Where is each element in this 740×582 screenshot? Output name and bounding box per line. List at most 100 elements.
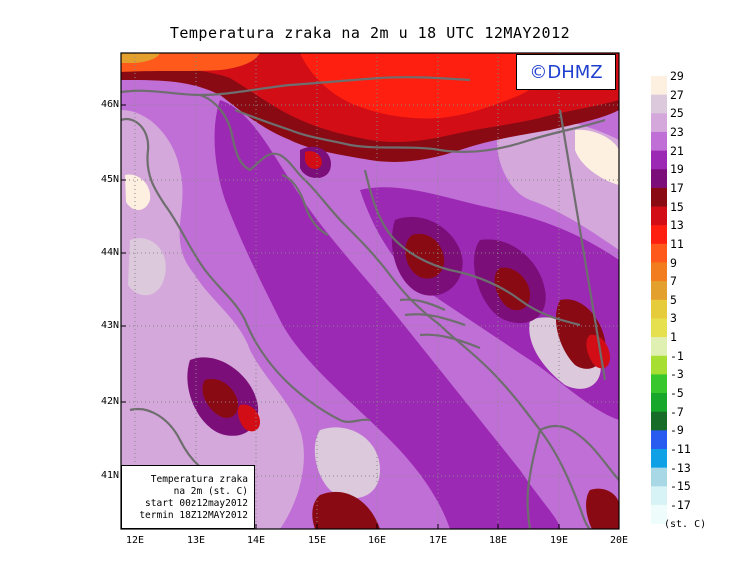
map-frame xyxy=(120,52,620,530)
lat-label-41n: 41N xyxy=(100,470,119,481)
lon-label-13e: 13E xyxy=(186,535,206,546)
legend-label: -5 xyxy=(670,386,684,400)
field-east-cream xyxy=(575,129,619,185)
legend-label: -13 xyxy=(670,460,691,475)
legend-label: 13 xyxy=(670,218,684,233)
lon-label-12e: 12E xyxy=(125,535,145,546)
legend-swatch xyxy=(651,76,667,96)
coastlines xyxy=(121,76,619,529)
legend-label: -3 xyxy=(670,367,684,382)
coast-albania xyxy=(526,429,542,529)
island-brac xyxy=(399,298,446,311)
legend-label: 21 xyxy=(670,143,684,158)
legend-swatch xyxy=(651,131,667,151)
field-blob-6 xyxy=(586,334,610,369)
legend-swatch xyxy=(651,467,667,487)
legend-label: 1 xyxy=(670,330,677,345)
legend-swatch xyxy=(651,430,667,450)
legend-swatch xyxy=(651,486,667,506)
field-north-amber xyxy=(121,53,160,63)
legend-label: 17 xyxy=(670,180,684,195)
map-title: Temperatura zraka na 2m u 18 UTC 12MAY20… xyxy=(169,24,571,42)
legend-swatch xyxy=(651,187,667,207)
legend-label: 7 xyxy=(670,274,677,289)
border-bosnia xyxy=(363,169,581,327)
legend-label: -7 xyxy=(670,404,684,419)
dhmz-watermark: ©DHMZ xyxy=(516,54,616,90)
legend-swatch xyxy=(651,262,667,282)
legend-swatch xyxy=(651,169,667,189)
lon-label-14e: 14E xyxy=(246,535,266,546)
legend-swatch xyxy=(651,504,667,524)
info-box: Temperatura zraka na 2m (st. C) start 00… xyxy=(121,465,255,529)
field-blob-13 xyxy=(305,151,322,169)
legend-swatch xyxy=(651,299,667,319)
lat-label-42n: 42N xyxy=(100,396,119,407)
lat-label-44n: 44N xyxy=(100,247,119,258)
legend-label: -9 xyxy=(670,423,684,438)
field-blob-11 xyxy=(586,488,619,529)
field-blob-9 xyxy=(237,404,260,432)
lon-label-20e: 20E xyxy=(609,535,629,546)
info-line-3: start 00z12may2012 xyxy=(145,498,248,509)
info-line-2: na 2m (st. C) xyxy=(173,486,248,497)
info-line-1: Temperatura zraka xyxy=(150,474,248,485)
legend-swatch xyxy=(651,94,667,114)
info-line-4: termin 18Z12MAY2012 xyxy=(139,510,248,521)
lat-label-43n: 43N xyxy=(100,320,119,331)
legend-swatch xyxy=(651,449,667,469)
legend-colorbar xyxy=(651,76,667,524)
island-korcula xyxy=(419,333,481,350)
lon-label-19e: 19E xyxy=(549,535,569,546)
legend-swatch xyxy=(651,243,667,263)
island-krk xyxy=(281,173,329,236)
legend-swatch xyxy=(651,411,667,431)
coast-croatia xyxy=(304,179,591,529)
legend-label: 5 xyxy=(670,292,677,307)
border-serbia xyxy=(558,109,607,381)
legend-label: -17 xyxy=(670,497,691,512)
graticule xyxy=(121,53,619,529)
coast-istria xyxy=(199,93,306,181)
border-alps xyxy=(121,76,471,97)
lat-label-45n: 45N xyxy=(100,174,119,185)
legend-swatch xyxy=(651,355,667,375)
legend-label: -11 xyxy=(670,442,691,456)
lon-label-17e: 17E xyxy=(428,535,448,546)
legend-swatch xyxy=(651,393,667,413)
legend-label: 3 xyxy=(670,311,677,326)
field-italy-lavender xyxy=(128,238,166,296)
legend-swatch xyxy=(651,225,667,245)
field-north-bright xyxy=(300,53,560,119)
legend-swatch xyxy=(651,318,667,338)
lon-label-16e: 16E xyxy=(367,535,387,546)
field-blob-2 xyxy=(405,233,445,279)
legend-label: 19 xyxy=(670,162,684,177)
field-blob-8 xyxy=(202,378,239,418)
lon-label-15e: 15E xyxy=(307,535,327,546)
legend-label: 27 xyxy=(670,87,684,102)
legend-label: -1 xyxy=(670,348,684,363)
legend-swatch xyxy=(651,374,667,394)
lon-label-18e: 18E xyxy=(488,535,508,546)
legend-swatch xyxy=(651,150,667,170)
coast-italy xyxy=(121,117,371,423)
legend-swatch xyxy=(651,113,667,133)
field-adriatic xyxy=(214,100,561,529)
legend-label: 15 xyxy=(670,199,684,214)
legend-label: 11 xyxy=(670,236,684,251)
legend-label: 25 xyxy=(670,106,684,121)
legend-label: 29 xyxy=(670,69,684,83)
legend-swatch xyxy=(651,281,667,301)
lat-label-46n: 46N xyxy=(100,99,119,110)
island-hvar xyxy=(404,313,466,327)
legend-swatch xyxy=(651,206,667,226)
border-slovenia-croatia xyxy=(234,108,606,154)
field-blob-10 xyxy=(312,491,380,529)
field-italy-cream xyxy=(125,174,151,210)
field-apulia-light xyxy=(314,427,380,499)
legend-label: 23 xyxy=(670,124,684,139)
field-north-orange xyxy=(121,53,260,72)
